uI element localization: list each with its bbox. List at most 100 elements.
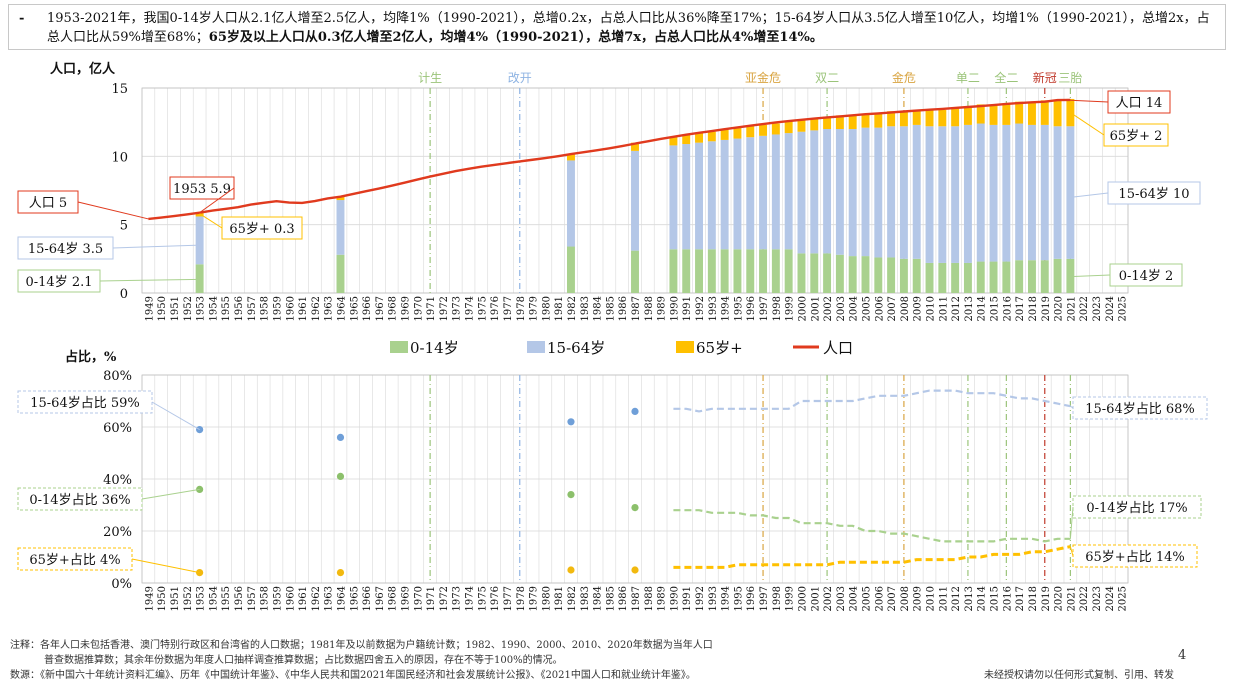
bot-xtick: 1990	[669, 586, 680, 611]
stacked-bar-segment	[925, 126, 934, 263]
bot-xtick: 2006	[874, 586, 885, 611]
bot-xtick: 1958	[260, 586, 271, 611]
stacked-bar-segment	[963, 124, 972, 263]
top-xtick: 1988	[644, 296, 655, 321]
stacked-bar-segment	[887, 257, 896, 293]
bot-xtick: 1966	[362, 586, 373, 611]
bot-xtick: 2020	[1054, 586, 1065, 611]
stacked-bar-segment	[695, 142, 703, 250]
stacked-bar-segment	[1053, 126, 1062, 259]
event-label: 双二	[815, 71, 839, 85]
annot-share-1564-2021-leader	[1070, 405, 1074, 409]
bot-xtick: 2012	[951, 586, 962, 611]
bot-xtick: 2013	[964, 586, 975, 611]
event-label: 三胎	[1058, 71, 1082, 85]
bot-xtick: 1965	[349, 586, 360, 611]
share-point	[336, 569, 345, 577]
bot-xtick: 2001	[810, 586, 821, 611]
stacked-bar-segment	[682, 144, 691, 250]
footer-note-1: 注释：各年人口未包括香港、澳门特别行政区和台湾省的人口数据；1981年及以前数据…	[10, 640, 713, 651]
page-number: 4	[1178, 648, 1187, 663]
top-xtick: 1951	[170, 296, 181, 321]
share-point	[631, 407, 639, 415]
annot-share-65-1953-leader	[131, 558, 200, 574]
stacked-bar-segment	[784, 120, 793, 134]
stacked-bar-segment	[784, 249, 793, 293]
legend-label: 65岁+	[696, 339, 743, 357]
share-point	[631, 504, 639, 512]
top-xtick: 1962	[311, 296, 322, 321]
bot-xtick: 1971	[426, 586, 437, 611]
stacked-bar-segment	[887, 111, 896, 127]
bot-xtick: 1985	[605, 586, 616, 611]
top-xtick: 2019	[1041, 296, 1052, 321]
annot-1564-1953: 15-64岁 3.5	[28, 242, 103, 257]
stacked-bar-segment	[759, 124, 768, 136]
bot-xtick: 2015	[990, 586, 1001, 611]
stacked-bar-segment	[989, 261, 998, 293]
stacked-bar-segment	[746, 126, 755, 138]
bot-xtick: 2007	[887, 586, 898, 611]
annot-pop-5: 人口 5	[29, 196, 67, 211]
bot-xtick: 2014	[977, 586, 988, 611]
stacked-bar-segment	[835, 254, 844, 293]
bot-xtick: 1961	[298, 586, 309, 611]
stacked-bar-segment	[1015, 123, 1024, 261]
top-xtick: 1990	[669, 296, 680, 321]
annot-1564-2021-leader	[1070, 192, 1109, 198]
annot-1564-2021: 15-64岁 10	[1118, 187, 1189, 202]
summary-bullet: -	[19, 11, 25, 26]
top-xtick: 1973	[452, 296, 463, 321]
top-xtick: 1999	[785, 296, 796, 321]
stacked-bar-segment	[861, 113, 870, 128]
top-xtick: 1952	[183, 296, 194, 321]
copyright-note: 未经授权请勿以任何形式复制、引用、转发	[984, 670, 1174, 681]
top-xtick: 1968	[388, 296, 399, 321]
bot-xtick: 1962	[311, 586, 322, 611]
legend-label: 人口	[823, 339, 853, 357]
top-xtick: 1955	[221, 296, 232, 321]
top-xtick: 1970	[413, 296, 424, 321]
bot-xtick: 2005	[861, 586, 872, 611]
stacked-bar-segment	[951, 108, 960, 127]
top-xtick: 1956	[234, 296, 245, 321]
stacked-bar-segment	[963, 262, 972, 293]
top-xtick: 1974	[465, 296, 476, 321]
bot-xtick: 1955	[221, 586, 232, 611]
stacked-bar-segment	[1040, 100, 1049, 125]
stacked-bar-segment	[669, 249, 678, 293]
stacked-bar-segment	[797, 253, 806, 293]
top-xtick: 1994	[721, 296, 732, 321]
bot-xtick: 1949	[144, 586, 155, 611]
top-xtick: 1977	[503, 296, 514, 321]
bot-xtick: 1991	[682, 586, 693, 611]
bot-xtick: 2009	[913, 586, 924, 611]
top-ytick: 5	[120, 219, 128, 234]
total-population-line	[148, 98, 1071, 221]
bot-xtick: 2023	[1092, 586, 1103, 611]
top-xtick: 2011	[938, 296, 949, 321]
stacked-bar-segment	[951, 126, 960, 263]
bot-xtick: 1973	[452, 586, 463, 611]
stacked-bar-segment	[976, 104, 985, 124]
stacked-bar-segment	[771, 249, 780, 293]
annot-share-014-2021-box	[1072, 495, 1202, 519]
footer-note-2: 普查数据推算数；其余年份数据为年度人口抽样调查推算数据；占比数据四舍五入的原因，…	[44, 655, 563, 666]
stacked-bar-segment	[669, 145, 678, 250]
bot-xtick: 1978	[516, 586, 527, 611]
annot-share-65-1953: 65岁+占比 4%	[29, 553, 120, 568]
top-ytick: 0	[120, 287, 128, 302]
annot-014-1953-leader	[99, 278, 200, 282]
stacked-bar-segment	[835, 115, 844, 129]
top-xtick: 1981	[554, 296, 565, 321]
annot-1953-total: 1953 5.9	[173, 182, 231, 197]
stacked-bar-segment	[797, 119, 806, 132]
bot-xtick: 1963	[324, 586, 335, 611]
top-xtick: 1997	[759, 296, 770, 321]
top-xtick: 1976	[490, 296, 501, 321]
bot-xtick: 1969	[401, 586, 412, 611]
stacked-bar-segment	[848, 129, 857, 257]
top-xtick: 1989	[657, 296, 668, 321]
stacked-bar-segment	[848, 115, 857, 129]
stacked-bar-segment	[1002, 124, 1011, 262]
